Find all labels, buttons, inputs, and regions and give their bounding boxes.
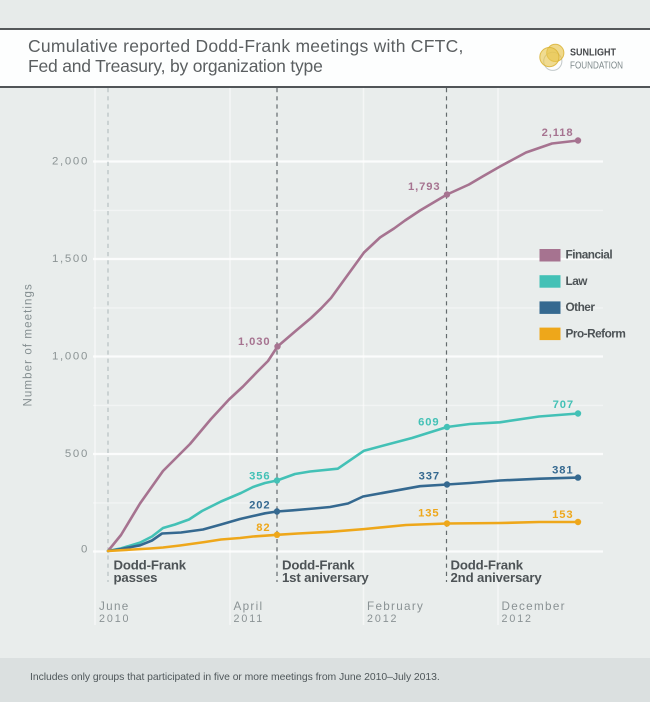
svg-text:2012: 2012 (367, 613, 398, 625)
svg-text:135: 135 (418, 508, 439, 520)
svg-text:April: April (234, 600, 264, 613)
svg-text:2010: 2010 (99, 613, 130, 625)
svg-text:FOUNDATION: FOUNDATION (570, 60, 623, 71)
svg-text:2,000: 2,000 (52, 156, 89, 168)
svg-text:202: 202 (249, 500, 270, 512)
svg-text:Dodd-Frank: Dodd-Frank (282, 558, 355, 573)
svg-text:Other: Other (566, 300, 596, 314)
svg-text:2,118: 2,118 (542, 127, 574, 139)
svg-text:707: 707 (553, 399, 574, 411)
svg-text:1,500: 1,500 (52, 253, 89, 265)
svg-text:609: 609 (418, 416, 439, 428)
svg-text:500: 500 (65, 448, 89, 460)
svg-text:0: 0 (81, 544, 89, 556)
svg-text:337: 337 (419, 470, 440, 482)
svg-text:1,793: 1,793 (408, 181, 441, 193)
svg-text:SUNLIGHT: SUNLIGHT (570, 48, 616, 59)
svg-text:1st aniversary: 1st aniversary (282, 570, 369, 585)
svg-text:2011: 2011 (234, 613, 265, 625)
svg-text:Law: Law (566, 274, 589, 288)
svg-text:passes: passes (114, 570, 158, 585)
svg-text:1,000: 1,000 (52, 351, 89, 363)
svg-text:February: February (367, 600, 424, 613)
svg-text:Pro-Reform: Pro-Reform (566, 326, 626, 340)
svg-text:Number of meetings: Number of meetings (23, 283, 35, 406)
svg-text:Financial: Financial (566, 248, 613, 262)
svg-text:June: June (99, 600, 130, 613)
svg-text:82: 82 (256, 522, 270, 534)
svg-text:Dodd-Frank: Dodd-Frank (114, 558, 187, 573)
svg-text:2nd aniversary: 2nd aniversary (451, 570, 543, 585)
svg-text:2012: 2012 (502, 613, 533, 625)
svg-text:356: 356 (249, 471, 270, 483)
svg-text:153: 153 (552, 509, 573, 521)
svg-text:December: December (502, 600, 566, 613)
svg-text:Dodd-Frank: Dodd-Frank (451, 558, 524, 573)
svg-text:381: 381 (552, 464, 573, 476)
svg-text:1,030: 1,030 (238, 336, 271, 348)
